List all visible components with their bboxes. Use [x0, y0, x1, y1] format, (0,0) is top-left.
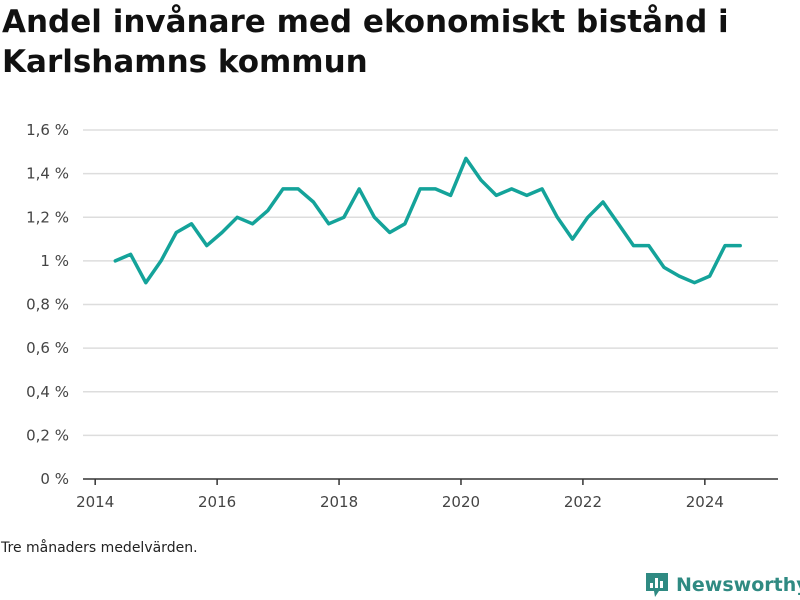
x-tick-label: 2016: [198, 493, 236, 511]
data-point: [175, 231, 178, 234]
line-chart: 0 % 0,2 % 0,4 % 0,6 % 0,8 % 1 % 1,2 % 1,4 % 1,6 …: [26, 121, 778, 511]
x-tick-label: 2022: [564, 493, 602, 511]
data-point: [586, 216, 589, 219]
data-point: [571, 237, 574, 241]
y-axis-tick-labels: 0 % 0,2 % 0,4 % 0,6 % 0,8 % 1 % 1,2 % 1,4 % 1,6 …: [26, 121, 69, 488]
data-point: [327, 222, 330, 225]
data-point: [617, 222, 620, 225]
footnote: Tre månaders medelvärden.: [1, 540, 198, 556]
data-point: [159, 259, 163, 263]
data-point: [708, 274, 711, 278]
x-tick-label: 2018: [320, 493, 358, 511]
y-tick-label: 1,6 %: [26, 121, 69, 139]
data-point: [403, 222, 407, 225]
data-point: [434, 187, 437, 191]
data-point: [190, 222, 193, 225]
data-point: [632, 244, 635, 247]
y-tick-label: 1 %: [40, 252, 69, 270]
data-point: [479, 178, 483, 182]
brand-logo[interactable]: Newsworthy: [644, 570, 800, 600]
data-point: [114, 259, 117, 263]
x-axis-tick-labels: 2014 2016 2018 2020 2022 2024: [76, 493, 724, 511]
data-point: [266, 209, 269, 212]
y-tick-label: 0,6 %: [26, 339, 69, 357]
y-tick-label: 0,2 %: [26, 426, 69, 444]
y-tick-label: 0 %: [40, 470, 69, 488]
y-tick-label: 0,8 %: [26, 296, 69, 314]
x-tick-label: 2014: [76, 493, 114, 511]
data-point: [495, 194, 498, 197]
data-point: [251, 222, 254, 225]
data-point: [739, 244, 742, 247]
data-series: [113, 156, 742, 285]
chart-title: Andel invånare med ekonomiskt bistånd i …: [2, 4, 729, 80]
x-tick-label: 2020: [442, 493, 480, 511]
data-point: [312, 200, 315, 204]
data-point: [510, 187, 513, 191]
data-point: [281, 187, 285, 191]
y-tick-label: 1,4 %: [26, 165, 69, 183]
data-point: [601, 200, 605, 204]
x-tick-label: 2024: [686, 493, 724, 511]
data-point: [662, 266, 666, 269]
data-point: [693, 281, 696, 284]
brand-name: Newsworthy: [676, 574, 800, 596]
y-tick-label: 1,2 %: [26, 208, 69, 226]
data-point: [647, 244, 650, 247]
data-point: [220, 231, 224, 234]
data-point: [525, 194, 529, 197]
data-point: [388, 231, 391, 234]
data-point: [342, 216, 346, 219]
data-point: [418, 187, 422, 191]
data-point: [144, 281, 147, 284]
data-point: [236, 216, 239, 219]
gridlines: [83, 129, 778, 437]
data-point: [129, 253, 132, 256]
y-tick-label: 0,4 %: [26, 383, 69, 401]
data-point: [540, 187, 544, 191]
series-line: [113, 156, 742, 285]
data-point: [464, 157, 468, 160]
data-point: [556, 216, 559, 219]
data-point: [449, 194, 452, 197]
data-point: [357, 187, 361, 191]
data-point: [297, 187, 300, 191]
data-point: [678, 274, 681, 278]
newsworthy-logo-icon: [646, 573, 668, 597]
data-point: [205, 244, 208, 247]
data-point: [373, 216, 376, 219]
data-point: [723, 244, 727, 247]
x-axis: [83, 478, 778, 485]
